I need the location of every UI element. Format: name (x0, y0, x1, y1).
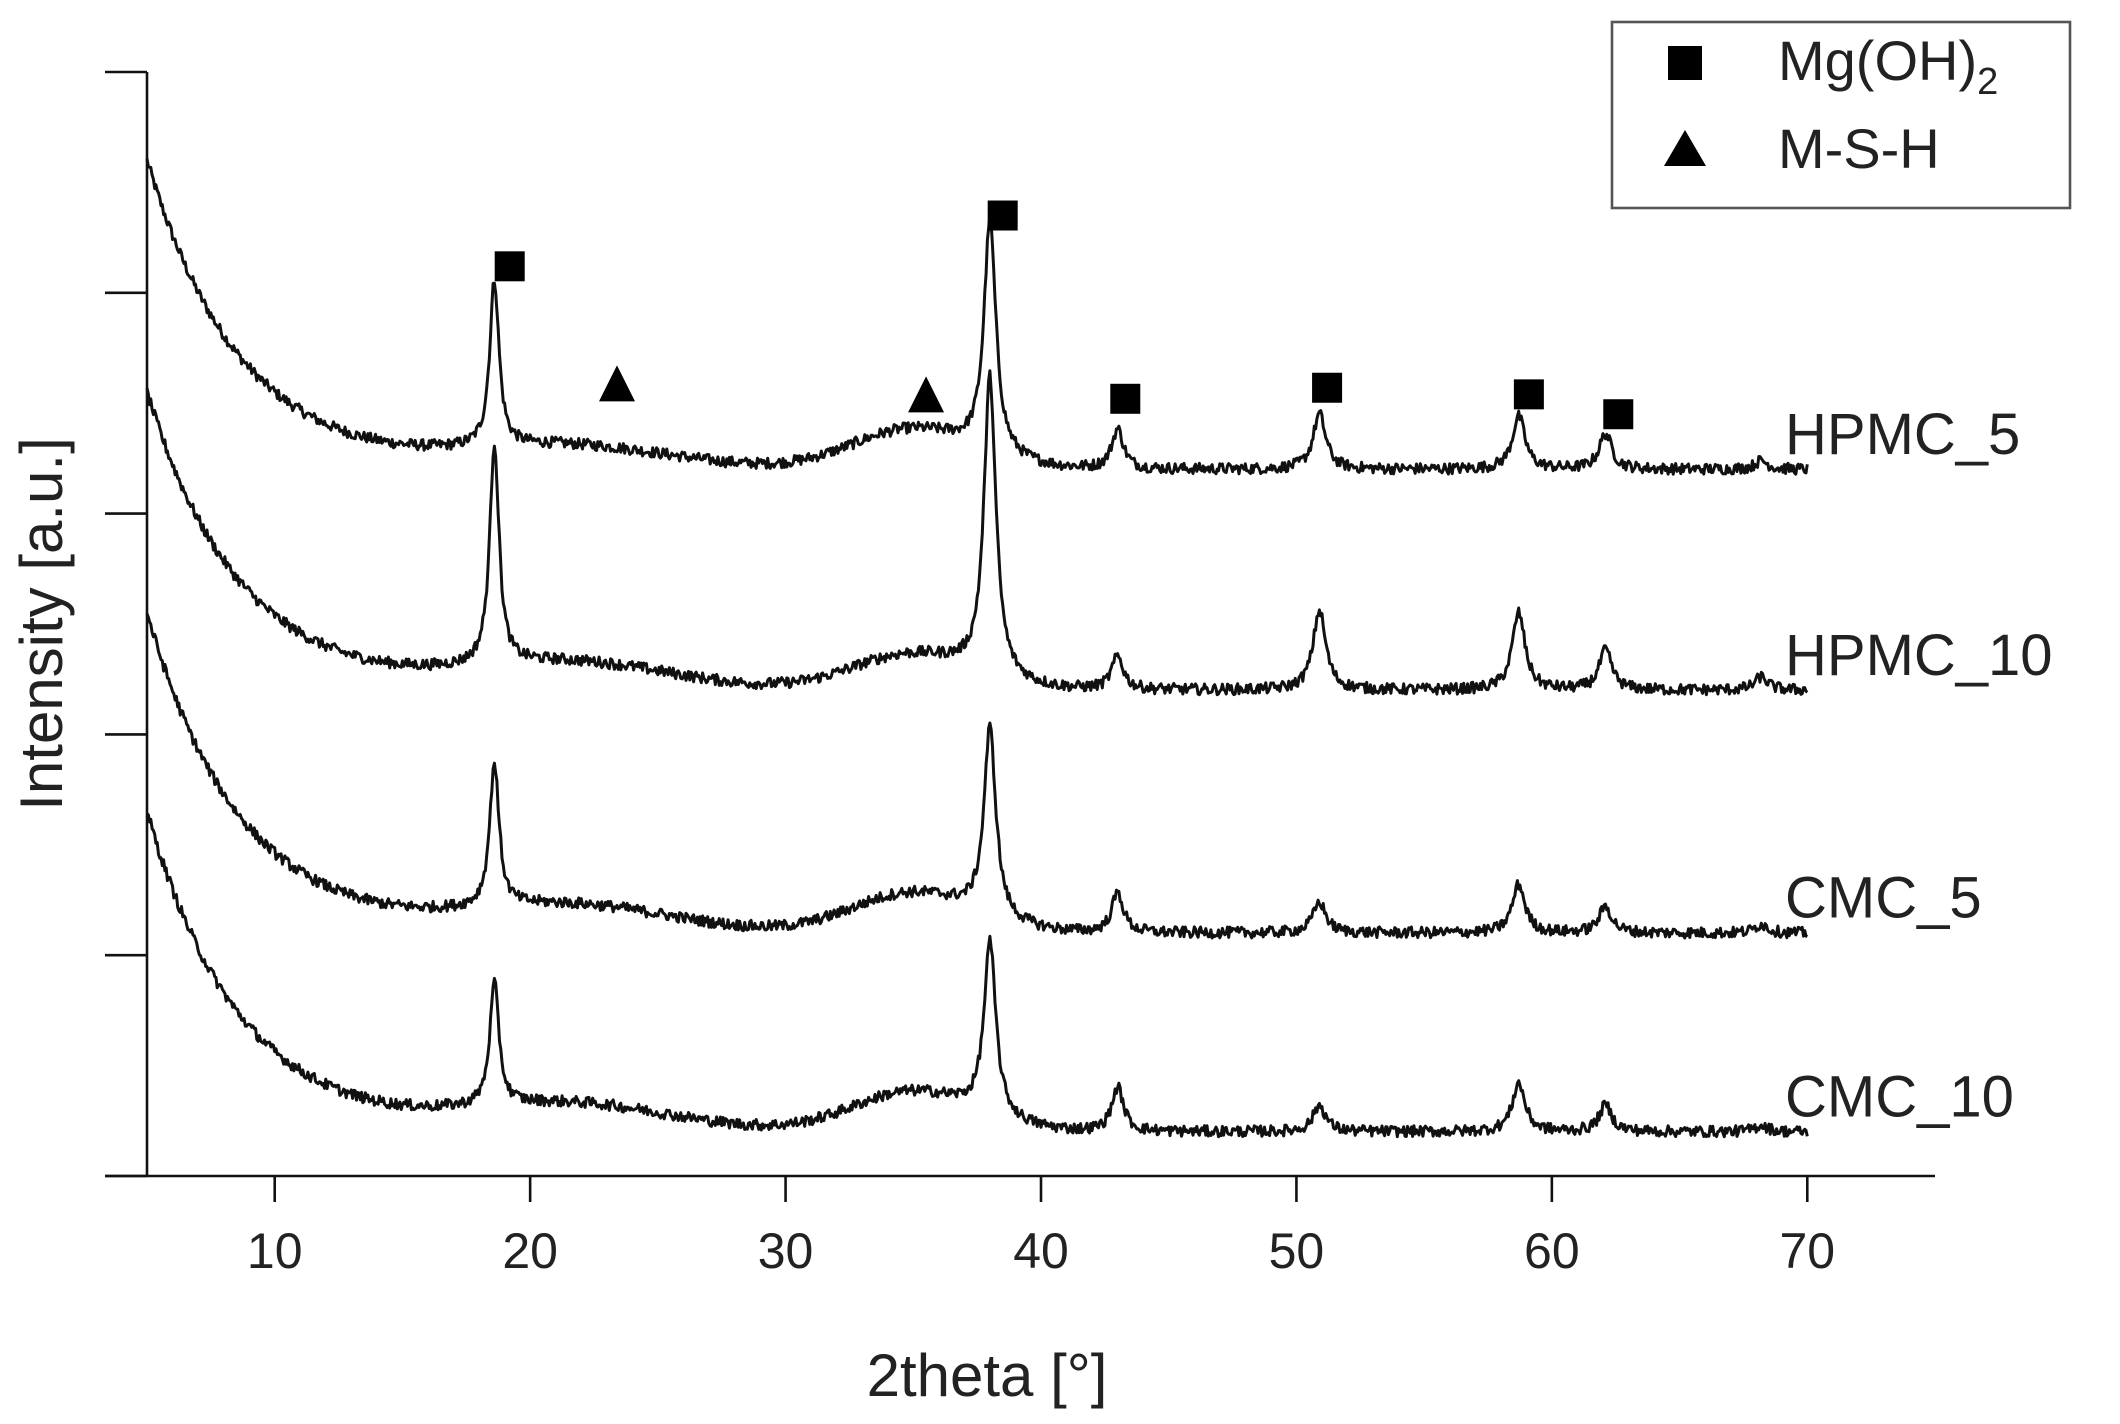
legend-label: Mg(OH)2 (1778, 29, 1998, 103)
series-label: CMC_10 (1785, 1064, 2014, 1129)
series-label: HPMC_5 (1785, 402, 2020, 467)
series-trace-cmc-5 (145, 613, 1809, 940)
legend-label: M-S-H (1778, 117, 1940, 180)
mg-oh2-peak-marker (494, 251, 525, 282)
peak-markers (494, 200, 1634, 430)
msh-peak-marker (908, 376, 945, 413)
mg-oh2-peak-marker (987, 200, 1018, 231)
mg-oh2-peak-marker (1110, 383, 1141, 414)
legend-triangle-icon (1664, 130, 1706, 166)
x-tick-label: 60 (1524, 1223, 1580, 1279)
legend-square-icon (1668, 46, 1702, 80)
legend-entries: Mg(OH)2 M-S-H (1664, 29, 1998, 180)
msh-peak-marker (598, 365, 635, 402)
x-tick-label: 50 (1269, 1223, 1325, 1279)
x-tick-label: 20 (502, 1223, 558, 1279)
series-trace-hpmc-5 (145, 158, 1809, 476)
x-tick-label: 40 (1013, 1223, 1069, 1279)
x-tick-label: 30 (758, 1223, 814, 1279)
y-ticks (105, 70, 147, 1178)
x-tick-label: 70 (1779, 1223, 1835, 1279)
series-label: HPMC_10 (1785, 623, 2053, 688)
mg-oh2-peak-marker (1603, 399, 1634, 430)
x-axis-label: 2theta [°] (867, 1342, 1108, 1409)
series-trace-hpmc-10 (145, 369, 1809, 697)
legend: Mg(OH)2 M-S-H (1610, 20, 2072, 210)
mg-oh2-peak-marker (1312, 372, 1343, 403)
mg-oh2-peak-marker (1513, 379, 1544, 410)
series-label: CMC_5 (1785, 866, 1982, 931)
plot-area: 10 20 30 40 50 60 70 HPMC_5 HPMC_10 CMC_5 CMC_10 (105, 70, 2053, 1279)
series-traces (145, 158, 1809, 1139)
x-ticks: 10 20 30 40 50 60 70 (247, 1176, 1835, 1279)
x-tick-label: 10 (247, 1223, 303, 1279)
series-trace-cmc-10 (146, 812, 1809, 1139)
legend-label-subscript: 2 (1977, 61, 1998, 103)
series-labels: HPMC_5 HPMC_10 CMC_5 CMC_10 (1785, 402, 2053, 1129)
y-axis-label: Intensity [a.u.] (8, 437, 75, 811)
